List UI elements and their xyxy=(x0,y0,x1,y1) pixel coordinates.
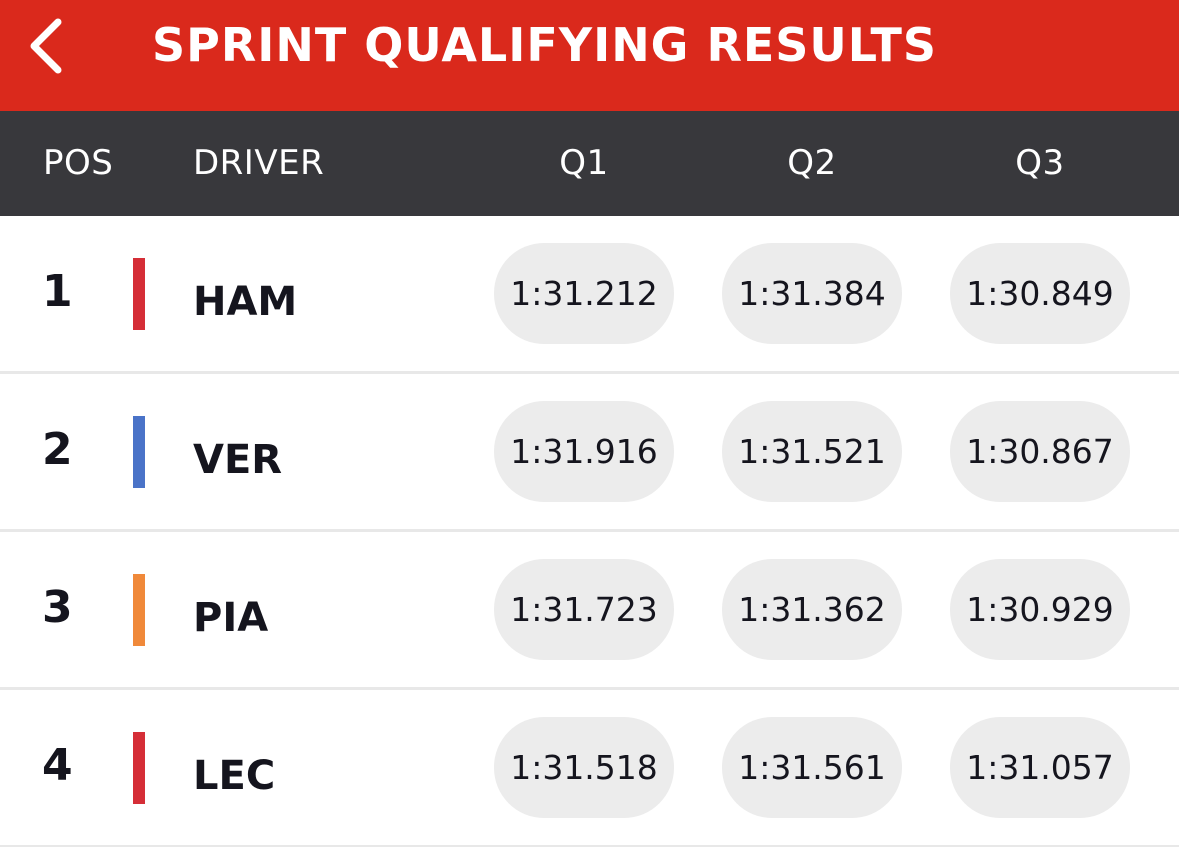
team-color-stripe xyxy=(133,416,145,488)
result-row[interactable]: 3 PIA 1:31.723 1:31.362 1:30.929 xyxy=(0,532,1179,690)
back-button[interactable] xyxy=(22,14,72,78)
q2-time: 1:31.521 xyxy=(722,401,902,502)
driver-code: LEC xyxy=(193,753,276,799)
result-row[interactable]: 2 VER 1:31.916 1:31.521 1:30.867 xyxy=(0,374,1179,532)
q3-time: 1:30.929 xyxy=(950,559,1130,660)
driver-code: PIA xyxy=(193,595,269,641)
row-divider xyxy=(0,687,1179,690)
table-header: POS DRIVER Q1 Q2 Q3 xyxy=(0,111,1179,216)
column-header-pos: POS xyxy=(43,143,114,183)
result-row[interactable]: 1 HAM 1:31.212 1:31.384 1:30.849 xyxy=(0,216,1179,374)
q1-time: 1:31.916 xyxy=(494,401,674,502)
q1-time: 1:31.723 xyxy=(494,559,674,660)
row-divider xyxy=(0,845,1179,847)
page-title: SPRINT QUALIFYING RESULTS xyxy=(152,18,937,72)
team-color-stripe xyxy=(133,574,145,646)
q2-time: 1:31.384 xyxy=(722,243,902,344)
row-divider xyxy=(0,529,1179,532)
q1-time: 1:31.518 xyxy=(494,717,674,818)
position-number: 4 xyxy=(42,740,73,791)
q3-time: 1:31.057 xyxy=(950,717,1130,818)
position-number: 1 xyxy=(42,266,73,317)
results-list: 1 HAM 1:31.212 1:31.384 1:30.849 2 VER 1… xyxy=(0,216,1179,847)
position-number: 2 xyxy=(42,424,73,475)
column-header-q3: Q3 xyxy=(1015,143,1065,183)
position-number: 3 xyxy=(42,582,73,633)
q2-time: 1:31.362 xyxy=(722,559,902,660)
driver-code: VER xyxy=(193,437,283,483)
result-row[interactable]: 4 LEC 1:31.518 1:31.561 1:31.057 xyxy=(0,690,1179,847)
q3-time: 1:30.849 xyxy=(950,243,1130,344)
top-app-bar: SPRINT QUALIFYING RESULTS xyxy=(0,0,1179,111)
column-header-q1: Q1 xyxy=(559,143,609,183)
q1-time: 1:31.212 xyxy=(494,243,674,344)
team-color-stripe xyxy=(133,258,145,330)
column-header-q2: Q2 xyxy=(787,143,837,183)
column-header-driver: DRIVER xyxy=(193,143,325,183)
q2-time: 1:31.561 xyxy=(722,717,902,818)
driver-code: HAM xyxy=(193,279,298,325)
q3-time: 1:30.867 xyxy=(950,401,1130,502)
team-color-stripe xyxy=(133,732,145,804)
row-divider xyxy=(0,371,1179,374)
chevron-left-icon xyxy=(30,18,62,74)
